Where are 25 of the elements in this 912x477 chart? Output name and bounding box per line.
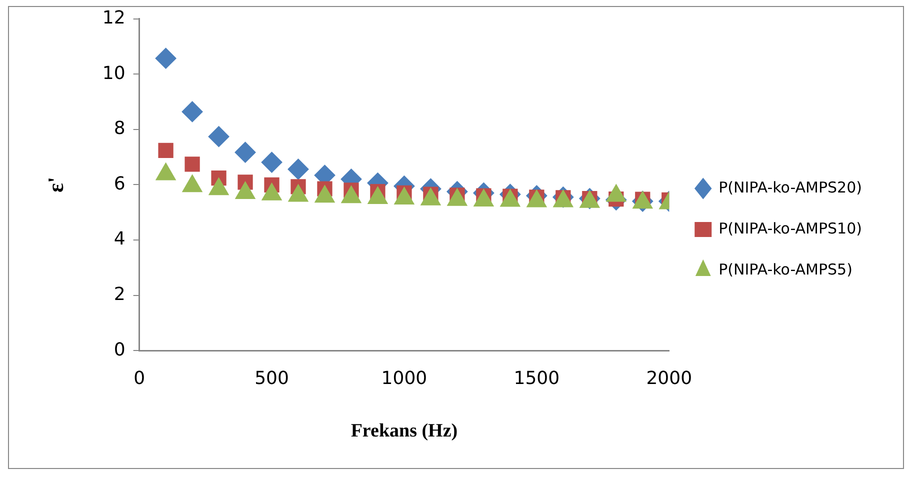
y-tick-label: 4 bbox=[114, 228, 126, 250]
x-tick-label: 1500 bbox=[514, 368, 560, 390]
y-axis-title: ε' bbox=[42, 176, 68, 192]
point bbox=[288, 158, 309, 180]
x-tick-label: 500 bbox=[254, 368, 289, 390]
x-axis-title: Frekans (Hz) bbox=[350, 420, 458, 442]
point bbox=[234, 142, 256, 163]
point bbox=[158, 142, 174, 158]
y-tick-label: 0 bbox=[114, 339, 126, 360]
y-tick-label: 2 bbox=[114, 284, 126, 305]
point bbox=[155, 48, 176, 69]
y-tick-label: 8 bbox=[114, 118, 126, 140]
y-tick-label: 10 bbox=[102, 62, 126, 84]
legend-label: P(NIPA-ko-AMPS20) bbox=[718, 178, 862, 196]
point bbox=[261, 152, 282, 173]
x-tick-label: 0 bbox=[134, 368, 146, 390]
point bbox=[208, 126, 230, 148]
y-tick-label: 12 bbox=[102, 7, 126, 28]
point bbox=[182, 101, 203, 122]
x-tick-label: 2000 bbox=[646, 368, 692, 390]
point bbox=[184, 156, 200, 172]
x-tick-label: 1000 bbox=[381, 368, 428, 390]
legend-label: P(NIPA-ko-AMPS5) bbox=[718, 260, 852, 278]
legend-label: P(NIPA-ko-AMPS10) bbox=[718, 219, 862, 238]
y-tick-label: 6 bbox=[114, 173, 126, 194]
